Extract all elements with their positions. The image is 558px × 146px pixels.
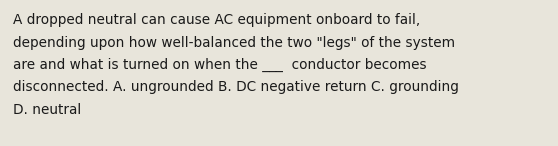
Text: disconnected. A. ungrounded B. DC negative return C. grounding: disconnected. A. ungrounded B. DC negati… bbox=[13, 80, 459, 94]
Text: D. neutral: D. neutral bbox=[13, 103, 81, 117]
Text: A dropped neutral can cause AC equipment onboard to fail,: A dropped neutral can cause AC equipment… bbox=[13, 13, 420, 27]
Text: are and what is turned on when the ___  conductor becomes: are and what is turned on when the ___ c… bbox=[13, 58, 427, 72]
Text: depending upon how well-balanced the two "legs" of the system: depending upon how well-balanced the two… bbox=[13, 35, 455, 49]
